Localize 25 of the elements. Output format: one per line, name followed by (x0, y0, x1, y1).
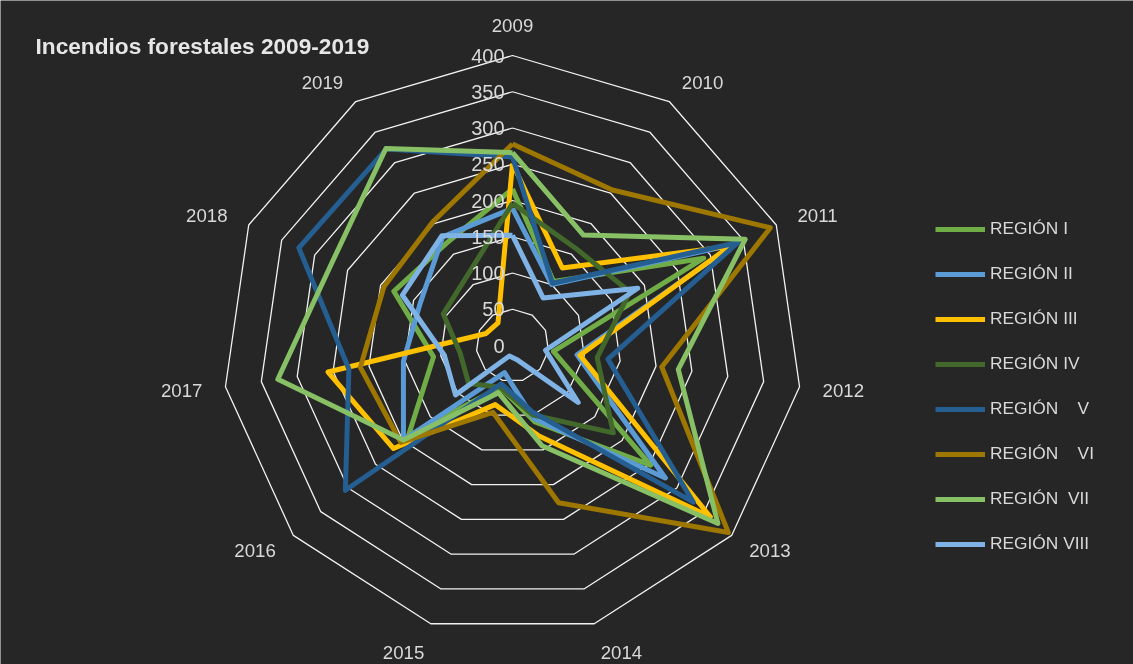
legend-label: REGIÓN I (990, 218, 1068, 239)
y-tick-label: 0 (493, 334, 505, 357)
legend-label: REGIÓN V (990, 398, 1090, 419)
spoke-label: 2012 (822, 379, 865, 401)
spoke-label: 2010 (681, 71, 724, 93)
spoke-label: 2016 (234, 540, 276, 562)
spoke-label: 2015 (382, 642, 425, 664)
legend-label: REGIÓN II (990, 263, 1073, 284)
spoke-label: 2009 (491, 15, 534, 37)
text: Incendios forestales 2009-2019 (35, 32, 370, 59)
legend-label: REGIÓN III (990, 308, 1078, 329)
legend-label: REGIÓN IV (990, 353, 1080, 374)
y-tick-label: 400 (471, 44, 505, 67)
y-tick-label: 300 (471, 117, 505, 139)
spoke-label: 2014 (600, 642, 643, 664)
legend-label: REGIÓN VI (990, 443, 1094, 464)
spoke-label: 2018 (186, 204, 228, 226)
legend-label: REGIÓN VII (990, 488, 1090, 509)
spoke-label: 2011 (797, 204, 838, 226)
y-tick-label: 150 (471, 225, 505, 248)
spoke-label: 2019 (301, 71, 344, 93)
spoke-label: 2017 (160, 379, 203, 401)
legend-label: REGIÓN VIII (990, 533, 1090, 554)
spoke-label: 2013 (749, 540, 791, 562)
y-tick-label: 350 (471, 80, 505, 103)
